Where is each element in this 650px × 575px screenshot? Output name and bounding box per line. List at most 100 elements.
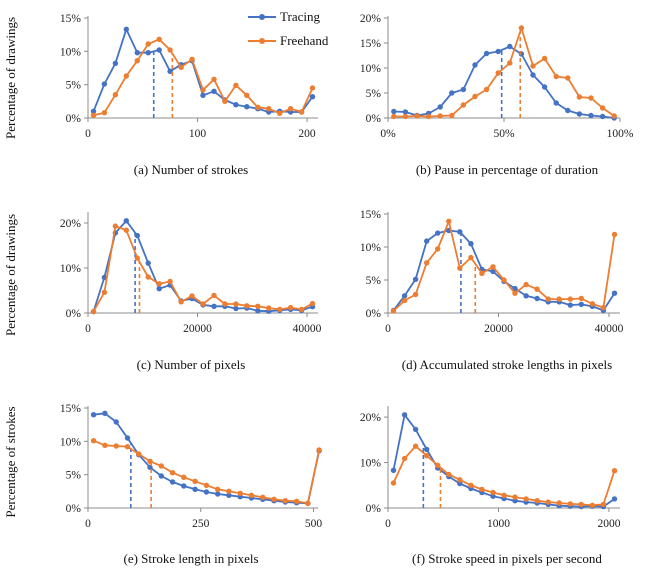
chart-a-y-tick-label: 5%	[66, 80, 82, 92]
chart-b-freehand-point	[576, 94, 583, 100]
chart-f-freehand-point	[424, 453, 430, 459]
chart-c-freehand-point	[134, 255, 140, 261]
chart-b-tracing-point	[541, 84, 548, 90]
chart-c-freehand-point	[123, 227, 129, 233]
chart-b-tracing-point	[565, 107, 571, 114]
chart-e-tracing-point	[192, 486, 198, 492]
chart-a-freehand-point	[112, 92, 119, 98]
chart-b-freehand-point	[414, 113, 420, 119]
chart-e-freehand-point	[248, 492, 255, 498]
chart-b-tracing-point	[507, 43, 513, 50]
chart-c-freehand-point	[255, 303, 261, 309]
caption-d: (d) Accumulated stroke lengths in pixels	[402, 357, 612, 372]
chart-d-tracing-point	[578, 301, 584, 308]
chart-b-y-tick-label: 10%	[360, 63, 382, 75]
chart-b-freehand-point	[402, 113, 409, 120]
legend-tracing-marker	[259, 14, 265, 20]
caption-a: (a) Number of strokes	[134, 162, 248, 177]
chart-a-freehand-point	[189, 56, 195, 62]
chart-b-tracing-point	[495, 48, 501, 55]
chart-c-freehand-point	[200, 301, 206, 307]
chart-a-tracing-point	[101, 81, 108, 87]
chart-e-freehand-point	[90, 438, 97, 444]
chart-c-y-tick-label: 10%	[60, 263, 82, 275]
chart-c-freehand-point	[167, 278, 173, 285]
chart-e-freehand-point	[293, 498, 300, 504]
chart-b-freehand-point	[391, 113, 397, 120]
chart-a-tracing-point	[112, 60, 119, 66]
chart-c-tracing-point	[123, 218, 129, 224]
chart-a-tracing-point	[145, 50, 151, 56]
chart-f-freehand-point	[545, 499, 551, 505]
chart-d-freehand-point	[578, 295, 584, 302]
chart-d-freehand-point	[468, 254, 474, 261]
chart-d-freehand-point	[567, 296, 573, 302]
chart-a-freehand-point	[287, 106, 294, 112]
chart-e-x-tick-label: 0	[85, 518, 91, 530]
chart-a-freehand-point	[298, 109, 305, 115]
chart-b-y-tick-label: 20%	[360, 13, 382, 25]
chart-b-tracing-series-line	[393, 45, 615, 119]
chart-a-freehand-point	[200, 87, 206, 93]
chart-a-tracing-point	[233, 102, 239, 108]
chart-b-tracing-point	[483, 50, 490, 57]
chart-b-x-tick-label: 100%	[607, 128, 634, 140]
chart-e-x-tick-label: 500	[305, 518, 323, 530]
chart-a-freehand-point	[178, 64, 184, 71]
chart-f-tracing-point	[611, 496, 618, 502]
chart-f-freehand-point	[390, 480, 397, 486]
chart-a-y-tick-label: 15%	[60, 13, 82, 25]
chart-f-freehand-point	[534, 498, 540, 504]
chart-a-tracing-point	[309, 94, 316, 100]
chart-d-freehand-point	[424, 260, 430, 266]
chart-b-freehand-point	[565, 75, 571, 81]
chart-e-freehand-point	[113, 443, 119, 449]
chart-d-tracing-point	[468, 241, 474, 247]
chart-c-tracing-point	[156, 286, 162, 292]
chart-e-freehand-point	[237, 490, 243, 496]
chart-a-freehand-point	[277, 110, 283, 117]
chart-d-y-tick-label: 5%	[366, 275, 382, 287]
chart-e-freehand-point	[169, 470, 176, 476]
chart-b-freehand-point	[437, 113, 443, 119]
y-axis-label-row2: Percentage of drawings	[3, 214, 18, 336]
chart-f-x-tick-label: 2000	[597, 518, 620, 530]
chart-c-freehand-point	[244, 303, 250, 309]
chart-f-freehand-point	[611, 468, 618, 474]
chart-c-freehand-point	[277, 306, 283, 313]
chart-e-freehand-point	[316, 447, 322, 453]
chart-a-freehand-point	[233, 82, 239, 89]
chart-d-x-tick-label: 20000	[484, 323, 513, 335]
chart-a-x-tick-label: 100	[189, 128, 207, 140]
chart-f-freehand-point	[567, 501, 573, 507]
legend-freehand-label: Freehand	[280, 33, 329, 48]
chart-c-tracing-point	[211, 303, 217, 309]
chart-e-freehand-point	[271, 496, 277, 502]
chart-b-freehand-point	[599, 105, 606, 111]
chart-e-tracing-point	[158, 473, 164, 479]
chart-b-tracing-point	[437, 104, 443, 110]
chart-f-freehand-point	[600, 501, 607, 508]
chart-a-freehand-point	[167, 47, 173, 53]
chart-c-tracing-series-line	[92, 219, 313, 313]
chart-b-tracing-point	[588, 112, 594, 119]
chart-f-tracing-point	[390, 467, 397, 473]
chart-d-freehand-point	[446, 218, 452, 224]
chart-b-freehand-point	[483, 86, 490, 93]
chart-f-freehand-point	[435, 462, 441, 468]
chart-d-freehand-point	[611, 231, 618, 238]
caption-f: (f) Stroke speed in pixels per second	[412, 551, 602, 566]
chart-b-freehand-point	[449, 112, 455, 119]
chart-d-tracing-point	[567, 302, 573, 308]
chart-f-freehand-point	[468, 482, 474, 488]
chart-e-tracing-point	[181, 483, 187, 489]
chart-e-freehand-point	[203, 482, 210, 488]
chart-b-tracing-point	[553, 100, 559, 106]
chart-b-freehand-point	[495, 70, 501, 76]
chart-d-freehand-point	[534, 286, 540, 292]
chart-d-freehand-point	[479, 270, 485, 277]
chart-d-freehand-point	[401, 297, 408, 304]
chart-b-tracing-point	[402, 109, 409, 115]
chart-c-freehand-point	[178, 299, 184, 305]
